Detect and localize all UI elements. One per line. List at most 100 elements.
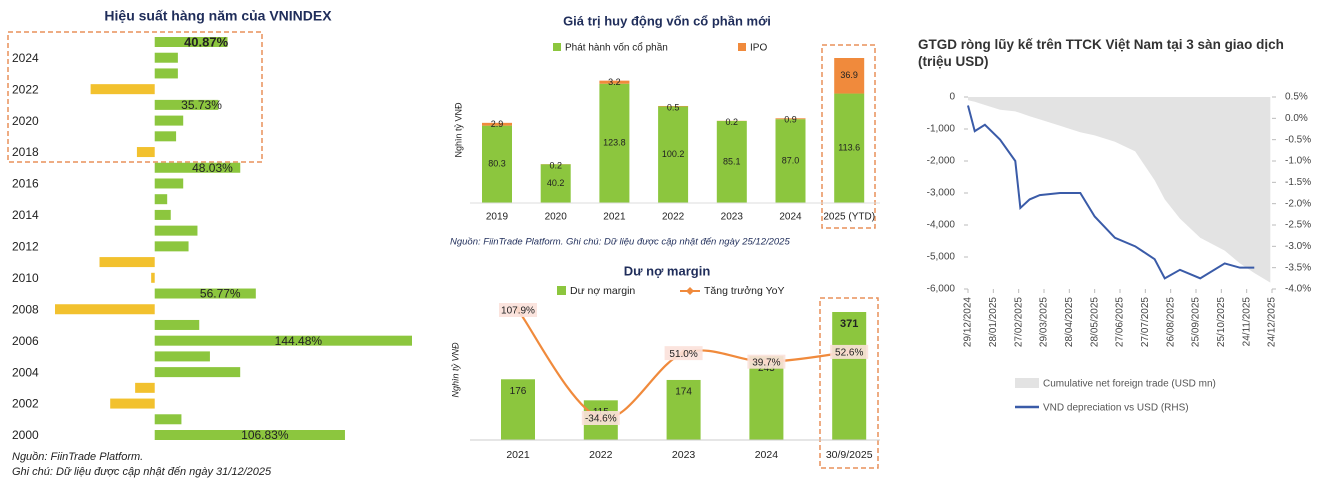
y2-tick-label: -1.0% xyxy=(1285,156,1311,167)
x-tick-label: 29/12/2024 xyxy=(963,297,974,347)
data-label: 85.1 xyxy=(723,156,741,166)
bar-segment xyxy=(482,122,512,126)
y-tick-label: -4,000 xyxy=(927,220,956,231)
legend-swatch xyxy=(553,43,561,51)
legend-label: Phát hành vốn cổ phần xyxy=(565,42,668,54)
label-bg xyxy=(499,303,537,317)
data-label: 40.2 xyxy=(547,178,565,188)
note: Ghi chú: Dữ liệu được cập nhật đến ngày … xyxy=(12,466,272,478)
y-tick-label: 2004 xyxy=(12,365,39,379)
bar xyxy=(154,225,198,236)
x-tick-label: 27/02/2025 xyxy=(1013,297,1024,347)
x-tick-label: 28/01/2025 xyxy=(988,297,999,347)
x-tick-label: 28/05/2025 xyxy=(1089,297,1100,347)
data-label: 3.2 xyxy=(608,77,621,87)
chart-title: Giá trị huy động vốn cổ phần mới xyxy=(563,13,771,28)
y-tick-label: 0 xyxy=(949,92,955,103)
bar-segment xyxy=(599,83,630,203)
x-tick-label: 25/09/2025 xyxy=(1191,297,1202,347)
data-label: 176 xyxy=(510,386,527,397)
x-tick-label: 2025 (YTD) xyxy=(823,212,875,223)
legend-label: Dư nợ margin xyxy=(570,285,635,297)
bar xyxy=(154,241,189,252)
x-tick-label: 2024 xyxy=(779,212,802,223)
bar xyxy=(154,162,241,173)
bar xyxy=(99,257,155,268)
y-tick-label: 2010 xyxy=(12,271,39,285)
bar xyxy=(154,367,241,378)
x-tick-label: 27/07/2025 xyxy=(1140,297,1151,347)
y-tick-label: 2016 xyxy=(12,177,39,191)
x-tick-label: 2021 xyxy=(506,449,530,461)
highlight-box xyxy=(7,31,263,163)
data-label: 2.9 xyxy=(491,119,504,129)
y2-tick-label: 0.0% xyxy=(1285,113,1308,124)
x-tick-label: 2023 xyxy=(721,212,744,223)
y2-tick-label: -3.0% xyxy=(1285,241,1311,252)
bar xyxy=(749,356,784,440)
legend-label: Cumulative net foreign trade (USD mn) xyxy=(1043,379,1216,390)
y2-tick-label: -0.5% xyxy=(1285,134,1311,145)
data-label: 107.9% xyxy=(501,306,535,317)
legend-label: Tăng trưởng YoY xyxy=(704,285,784,297)
y-tick-label: -6,000 xyxy=(927,284,956,295)
y2-tick-label: -2.5% xyxy=(1285,220,1311,231)
data-label: 0.5 xyxy=(667,102,680,112)
y-tick-label: -1,000 xyxy=(927,124,956,135)
y-tick-label: 2018 xyxy=(12,145,39,159)
x-tick-label: 2022 xyxy=(662,212,685,223)
legend-swatch xyxy=(1015,378,1039,388)
bar-segment xyxy=(775,118,806,120)
bar-segment xyxy=(834,58,865,94)
bar xyxy=(154,209,171,220)
data-label: 123.8 xyxy=(603,138,626,148)
bar-segment xyxy=(540,164,571,203)
data-label: 113.6 xyxy=(838,143,860,153)
y-tick-label: 2000 xyxy=(12,428,39,442)
chart-title: GTGD ròng lũy kế trên TTCK Việt Nam tại … xyxy=(918,37,1284,69)
y2-tick-label: -4.0% xyxy=(1285,284,1311,295)
bar xyxy=(154,99,219,110)
x-tick-label: 24/12/2025 xyxy=(1267,297,1278,347)
note: Nguồn: FiinTrade Platform. xyxy=(12,451,143,463)
label-bg xyxy=(830,344,869,359)
data-label: 144.48% xyxy=(275,334,323,348)
y-tick-label: -2,000 xyxy=(927,156,956,167)
legend-swatch xyxy=(738,43,746,51)
bar xyxy=(135,382,155,393)
label-bg xyxy=(581,411,620,425)
chart-title: Hiệu suất hàng năm của VNINDEX xyxy=(104,8,332,24)
legend-label: VND depreciation vs USD (RHS) xyxy=(1043,403,1189,414)
y2-tick-label: 0.5% xyxy=(1285,92,1308,103)
bar-segment xyxy=(775,119,806,203)
label-bg xyxy=(664,346,703,361)
y-axis-label: Nghìn tỷ VNĐ xyxy=(453,102,463,158)
chart-title: Dư nợ margin xyxy=(624,263,711,278)
data-label: 0.2 xyxy=(726,117,739,127)
area xyxy=(968,97,1271,283)
y-axis-label: Nghìn tỷ VNĐ xyxy=(450,342,460,398)
bar-segment xyxy=(599,80,630,84)
data-label: 87.0 xyxy=(782,155,800,165)
x-tick-label: 2024 xyxy=(755,449,779,461)
data-label: 48.03% xyxy=(192,161,233,175)
bar xyxy=(136,147,155,158)
x-tick-label: 26/08/2025 xyxy=(1165,297,1176,347)
y-tick-label: 2020 xyxy=(12,114,39,128)
x-tick-label: 2019 xyxy=(486,212,509,223)
line xyxy=(967,105,1255,280)
bar xyxy=(154,52,178,63)
legend-marker xyxy=(686,287,694,295)
bar xyxy=(110,398,155,409)
x-tick-label: 27/06/2025 xyxy=(1115,297,1126,347)
bar xyxy=(151,272,155,283)
x-tick-label: 25/10/2025 xyxy=(1216,297,1227,347)
data-label: -34.6% xyxy=(585,414,617,425)
highlight-box xyxy=(821,44,876,229)
data-label: 100.2 xyxy=(662,149,685,159)
x-tick-label: 30/9/2025 xyxy=(826,449,873,461)
data-label: 35.73% xyxy=(181,98,222,112)
note: Nguồn: FiinTrade Platform. Ghi chú: Dữ l… xyxy=(450,237,790,248)
